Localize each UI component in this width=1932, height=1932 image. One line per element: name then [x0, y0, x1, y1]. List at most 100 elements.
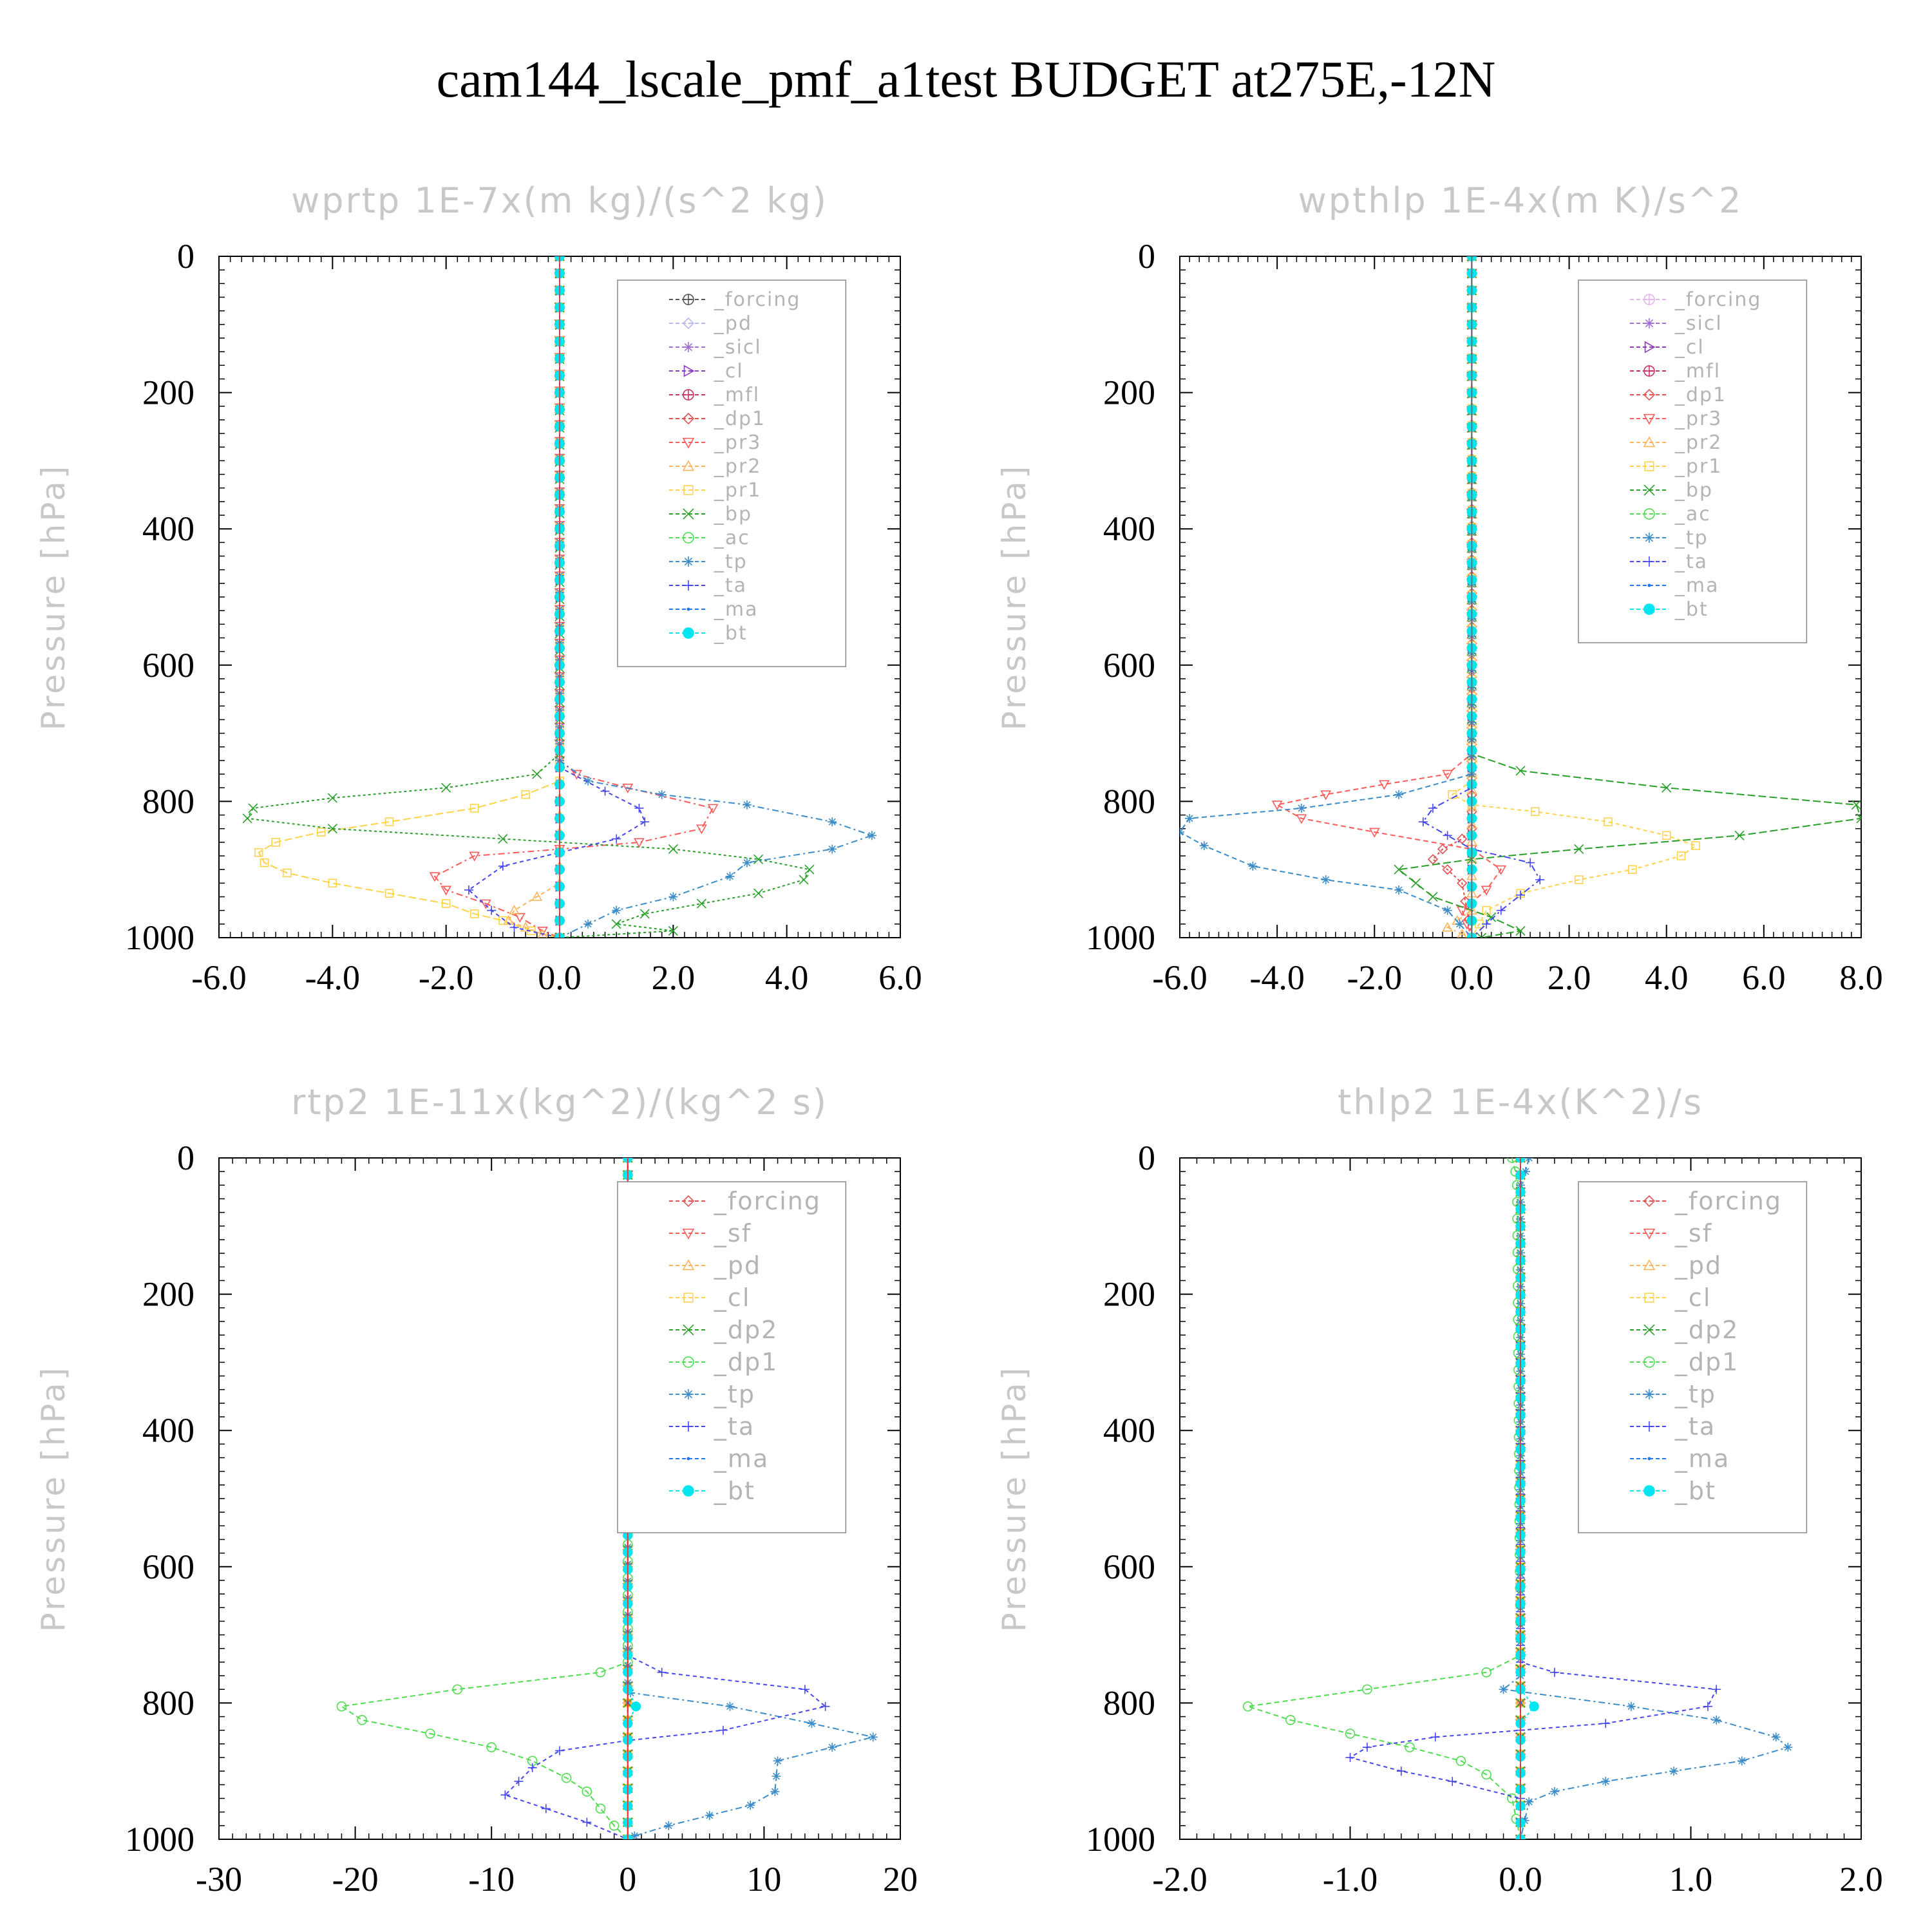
legend-marker — [1644, 341, 1656, 354]
data-point — [807, 1719, 817, 1728]
legend-label: _tp — [1674, 1380, 1716, 1408]
legend-label: _dp1 — [1674, 384, 1727, 406]
data-point — [1199, 841, 1209, 851]
data-point — [1703, 1701, 1712, 1711]
data-point — [1362, 1684, 1372, 1695]
data-point — [742, 858, 752, 867]
data-point — [384, 817, 394, 826]
series-tp — [1180, 256, 1477, 938]
legend-marker — [1643, 1421, 1654, 1432]
legend-item-tp: _tp — [668, 551, 746, 573]
data-point — [1410, 878, 1421, 888]
data-point — [1676, 851, 1686, 860]
legend-label: _sicl — [1674, 312, 1723, 335]
legend-label: _ta — [1674, 551, 1708, 573]
x-tick-label: 10 — [746, 1860, 781, 1899]
data-point — [498, 916, 507, 925]
data-point — [1486, 912, 1497, 922]
legend-label: _pd — [1674, 1251, 1722, 1280]
series-line — [1432, 256, 1473, 938]
data-point — [440, 886, 452, 896]
legend-item-pr2: _pr2 — [668, 455, 760, 478]
y-tick-label: 0 — [1138, 1139, 1155, 1177]
legend-item-bt: _bt — [1629, 1477, 1716, 1505]
data-point — [469, 804, 479, 813]
chart-panel-3: rtp2 1E-11x(kg^2)/(kg^2 s) Pressure [hPa]… — [35, 1082, 918, 1899]
data-point — [452, 1684, 463, 1695]
y-tick-label: 0 — [177, 237, 194, 276]
data-point — [664, 1821, 674, 1830]
legend-marker — [1643, 508, 1655, 520]
legend-item-pd: _pd — [1629, 1251, 1722, 1280]
data-point — [1737, 1756, 1747, 1766]
y-tick-label: 200 — [142, 374, 194, 412]
data-point — [425, 1728, 435, 1739]
legend-marker — [1644, 461, 1654, 471]
legend-marker — [683, 508, 694, 520]
data-point — [328, 878, 337, 888]
legend-item-sf: _sf — [1629, 1219, 1712, 1247]
x-tick-label: -2.0 — [1347, 958, 1402, 997]
data-point — [1296, 803, 1306, 813]
data-point — [746, 1801, 755, 1810]
legend-box — [617, 1181, 847, 1533]
chart-panels: wprtp 1E-7x(m kg)/(s^2 kg) Pressure [hPa]… — [35, 180, 1883, 1899]
data-point — [868, 1732, 878, 1742]
data-point — [1271, 800, 1283, 811]
panel-title: wprtp 1E-7x(m kg)/(s^2 kg) — [291, 180, 828, 221]
data-point — [742, 800, 752, 810]
x-tick-label: 0.0 — [1450, 958, 1494, 997]
legend-marker — [682, 317, 695, 330]
data-point — [657, 1667, 667, 1677]
data-point — [1320, 790, 1332, 800]
data-point — [1248, 861, 1258, 871]
data-point — [1783, 1743, 1793, 1752]
legend-marker — [683, 342, 694, 353]
y-tick-label: 400 — [142, 1411, 194, 1450]
data-point — [1448, 1777, 1457, 1786]
y-tick-label: 800 — [142, 1683, 194, 1722]
data-point — [1515, 766, 1526, 776]
data-point — [509, 923, 519, 933]
data-point — [532, 769, 542, 779]
data-point — [514, 1777, 524, 1786]
legend-label: _bt — [1674, 1477, 1716, 1505]
data-point — [1443, 831, 1452, 840]
data-point — [469, 909, 479, 918]
data-point — [696, 898, 706, 909]
series-bt — [1515, 1158, 1539, 1839]
y-axis-label: Pressure [hPa] — [996, 464, 1033, 731]
data-point — [537, 929, 548, 938]
data-point — [867, 831, 876, 840]
data-point — [1662, 831, 1671, 840]
y-tick-label: 600 — [142, 646, 194, 685]
legend-marker — [1643, 603, 1655, 615]
y-tick-label: 400 — [1103, 509, 1155, 548]
data-point — [1455, 1756, 1466, 1766]
data-point — [1482, 919, 1492, 929]
x-tick-label: -4.0 — [305, 958, 360, 997]
legend-label: _pd — [714, 1251, 761, 1280]
series-line — [1247, 1158, 1522, 1839]
legend-marker — [1643, 556, 1654, 567]
data-point — [1516, 890, 1525, 900]
legend-marker — [1643, 365, 1655, 377]
y-tick-label: 0 — [1138, 237, 1155, 276]
data-point — [527, 1763, 537, 1772]
legend-marker — [1643, 436, 1656, 448]
legend-label: _pr1 — [714, 479, 761, 502]
legend-label: _bt — [714, 622, 748, 645]
data-point — [799, 875, 809, 885]
legend-marker — [687, 607, 690, 611]
legend-label: _ma — [714, 598, 759, 621]
data-point — [1669, 1766, 1679, 1776]
legend-label: _sf — [1674, 1219, 1712, 1247]
data-point — [1396, 1766, 1406, 1776]
series-dp1 — [1243, 1158, 1526, 1839]
data-point — [537, 927, 548, 937]
legend-item-dp1: _dp1 — [1629, 384, 1727, 406]
data-point — [612, 834, 621, 844]
legend-item-pr3: _pr3 — [1629, 408, 1721, 430]
legend-item-ta: _ta — [668, 1412, 753, 1441]
legend-item-dp1: _dp1 — [668, 408, 764, 430]
